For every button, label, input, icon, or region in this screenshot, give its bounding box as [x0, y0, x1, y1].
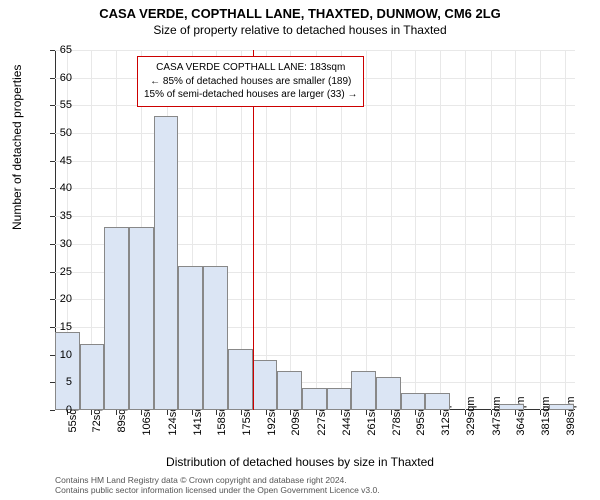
y-tick-label: 40	[42, 182, 72, 194]
gridline-h	[55, 216, 575, 217]
y-tick-label: 45	[42, 155, 72, 167]
y-tick-label: 35	[42, 210, 72, 222]
x-tick-label: 381sqm	[540, 396, 552, 435]
plot-area: 55sqm72sqm89sqm106sqm124sqm141sqm158sqm1…	[55, 50, 575, 410]
gridline-v	[540, 50, 541, 410]
histogram-bar	[302, 388, 327, 410]
histogram-bar	[178, 266, 203, 410]
histogram-bar	[401, 393, 426, 410]
y-tick-label: 65	[42, 44, 72, 56]
gridline-h	[55, 50, 575, 51]
gridline-v	[366, 50, 367, 410]
y-tick-label: 30	[42, 238, 72, 250]
histogram-bar	[376, 377, 401, 410]
y-axis-label: Number of detached properties	[10, 65, 24, 230]
histogram-bar	[549, 404, 574, 410]
y-tick-label: 10	[42, 349, 72, 361]
annotation-line3: 15% of semi-detached houses are larger (…	[144, 88, 357, 102]
x-tick-label: 347sqm	[491, 396, 503, 435]
histogram-bar	[154, 116, 179, 410]
y-tick-label: 15	[42, 321, 72, 333]
histogram-bar	[228, 349, 253, 410]
histogram-bar	[277, 371, 302, 410]
histogram-bar	[253, 360, 278, 410]
gridline-v	[391, 50, 392, 410]
histogram-bar	[351, 371, 376, 410]
x-axis-label: Distribution of detached houses by size …	[0, 455, 600, 469]
y-tick-label: 50	[42, 127, 72, 139]
y-tick-label: 5	[42, 376, 72, 388]
gridline-h	[55, 161, 575, 162]
gridline-h	[55, 133, 575, 134]
x-tick-label: 329sqm	[465, 396, 477, 435]
histogram-bar	[55, 332, 80, 410]
y-tick-label: 55	[42, 99, 72, 111]
histogram-bar	[80, 344, 105, 410]
gridline-v	[440, 50, 441, 410]
footer-line1: Contains HM Land Registry data © Crown c…	[55, 475, 380, 485]
annotation-line1: CASA VERDE COPTHALL LANE: 183sqm	[144, 61, 357, 75]
gridline-v	[515, 50, 516, 410]
gridline-v	[465, 50, 466, 410]
y-tick-label: 0	[42, 404, 72, 416]
histogram-bar	[129, 227, 154, 410]
chart-title-main: CASA VERDE, COPTHALL LANE, THAXTED, DUNM…	[0, 0, 600, 21]
gridline-v	[491, 50, 492, 410]
footer-text: Contains HM Land Registry data © Crown c…	[55, 475, 380, 495]
y-tick-label: 20	[42, 293, 72, 305]
histogram-bar	[425, 393, 450, 410]
y-tick-label: 60	[42, 72, 72, 84]
x-tick-label: 364sqm	[515, 396, 527, 435]
histogram-bar	[327, 388, 352, 410]
gridline-h	[55, 188, 575, 189]
x-tick-label: 398sqm	[565, 396, 577, 435]
annotation-line2: ← 85% of detached houses are smaller (18…	[144, 75, 357, 89]
chart-title-sub: Size of property relative to detached ho…	[0, 21, 600, 37]
histogram-bar	[499, 404, 524, 410]
y-tick-label: 25	[42, 266, 72, 278]
annotation-box: CASA VERDE COPTHALL LANE: 183sqm← 85% of…	[137, 56, 364, 107]
gridline-v	[565, 50, 566, 410]
footer-line2: Contains public sector information licen…	[55, 485, 380, 495]
histogram-bar	[104, 227, 129, 410]
chart-container: CASA VERDE, COPTHALL LANE, THAXTED, DUNM…	[0, 0, 600, 500]
gridline-v	[415, 50, 416, 410]
histogram-bar	[203, 266, 228, 410]
